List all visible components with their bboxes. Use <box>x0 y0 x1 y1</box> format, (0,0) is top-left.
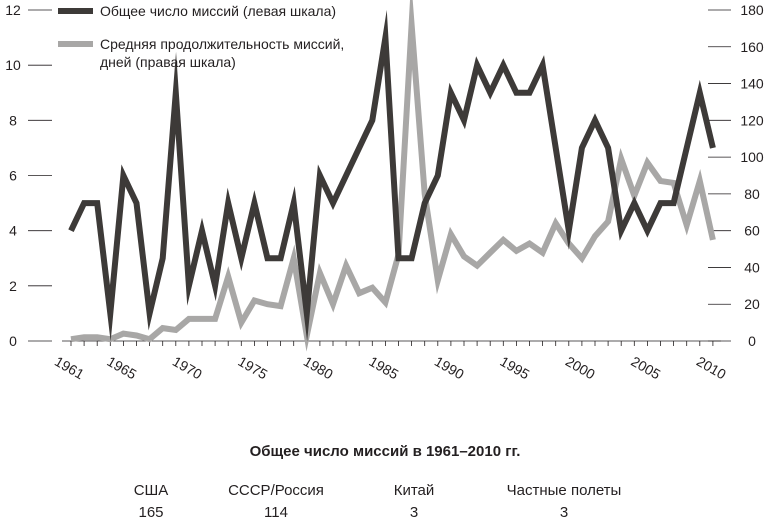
right-tick-label: 60 <box>744 223 760 239</box>
right-tick-label: 0 <box>748 333 756 349</box>
x-axis: 1961 1965 1970 1975 1980 1985 1990 1995 2000 2005… <box>52 340 729 383</box>
left-tick-label: 8 <box>9 112 17 128</box>
x-tick-label: 1980 <box>301 353 336 383</box>
x-tick-label: 1975 <box>235 353 270 383</box>
right-tick-label: 20 <box>744 296 760 312</box>
legend: Общее число миссий (левая шкала) Средняя… <box>58 3 344 70</box>
stat-name: Частные полеты <box>506 482 622 499</box>
series-line-duration <box>70 0 716 352</box>
left-tick-label: 0 <box>9 333 17 349</box>
left-axis: 0 2 4 6 8 10 12 <box>5 2 52 349</box>
stat-private-flights: Частные полеты 3 <box>484 481 644 523</box>
stat-china: Китай 3 <box>334 481 494 523</box>
x-tick-label: 1965 <box>104 353 139 383</box>
x-tick-label: 2005 <box>628 353 663 383</box>
stat-value: 3 <box>409 504 419 521</box>
x-tick-label: 1961 <box>52 353 87 383</box>
legend-label-duration-2: дней (правая шкала) <box>100 54 236 70</box>
series-line-missions <box>68 9 716 342</box>
right-tick-label: 160 <box>740 39 764 55</box>
x-tick-label: 1970 <box>170 353 205 383</box>
stat-ussr-russia: СССР/Россия 114 <box>196 481 356 523</box>
legend-label-missions: Общее число миссий (левая шкала) <box>100 3 336 19</box>
x-tick-label: 2010 <box>694 353 729 383</box>
stat-value: 3 <box>559 504 569 521</box>
right-axis: 0 20 40 60 80 100 120 140 160 180 <box>708 2 764 349</box>
right-tick-label: 140 <box>740 76 764 92</box>
stat-name: Китай <box>393 482 435 499</box>
right-tick-label: 40 <box>744 259 760 275</box>
right-tick-label: 100 <box>740 149 764 165</box>
left-tick-label: 6 <box>9 168 17 184</box>
stat-value: 114 <box>264 504 288 521</box>
chart-caption: Общее число миссий в 1961–2010 гг. <box>249 443 521 460</box>
left-tick-label: 12 <box>5 2 21 18</box>
x-tick-label: 2000 <box>563 353 598 383</box>
x-tick-label: 1985 <box>366 353 401 383</box>
x-tick-label: 1995 <box>497 353 532 383</box>
legend-label-duration-1: Средняя продолжительность миссий, <box>100 36 344 52</box>
right-tick-label: 180 <box>740 2 764 18</box>
x-tick-label: 1990 <box>432 353 467 383</box>
left-tick-label: 4 <box>9 223 17 239</box>
left-tick-label: 2 <box>9 278 17 294</box>
right-tick-label: 120 <box>740 112 764 128</box>
left-tick-label: 10 <box>5 57 21 73</box>
stat-name: СССР/Россия <box>228 482 324 499</box>
stat-name: США <box>133 482 169 499</box>
right-tick-label: 80 <box>744 186 760 202</box>
